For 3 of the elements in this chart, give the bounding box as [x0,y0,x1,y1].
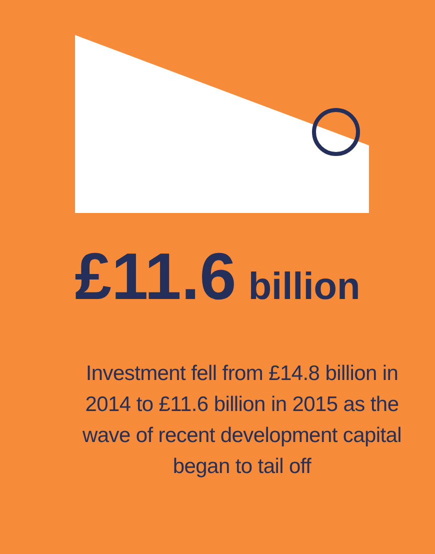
text: billion [248,266,360,308]
text: £11.6 [74,239,236,313]
text: Investment fell from £14.8 billion in 2014 to £11.6 billion in 2015 as the wave of recent development capital began to tail off [82,361,402,480]
